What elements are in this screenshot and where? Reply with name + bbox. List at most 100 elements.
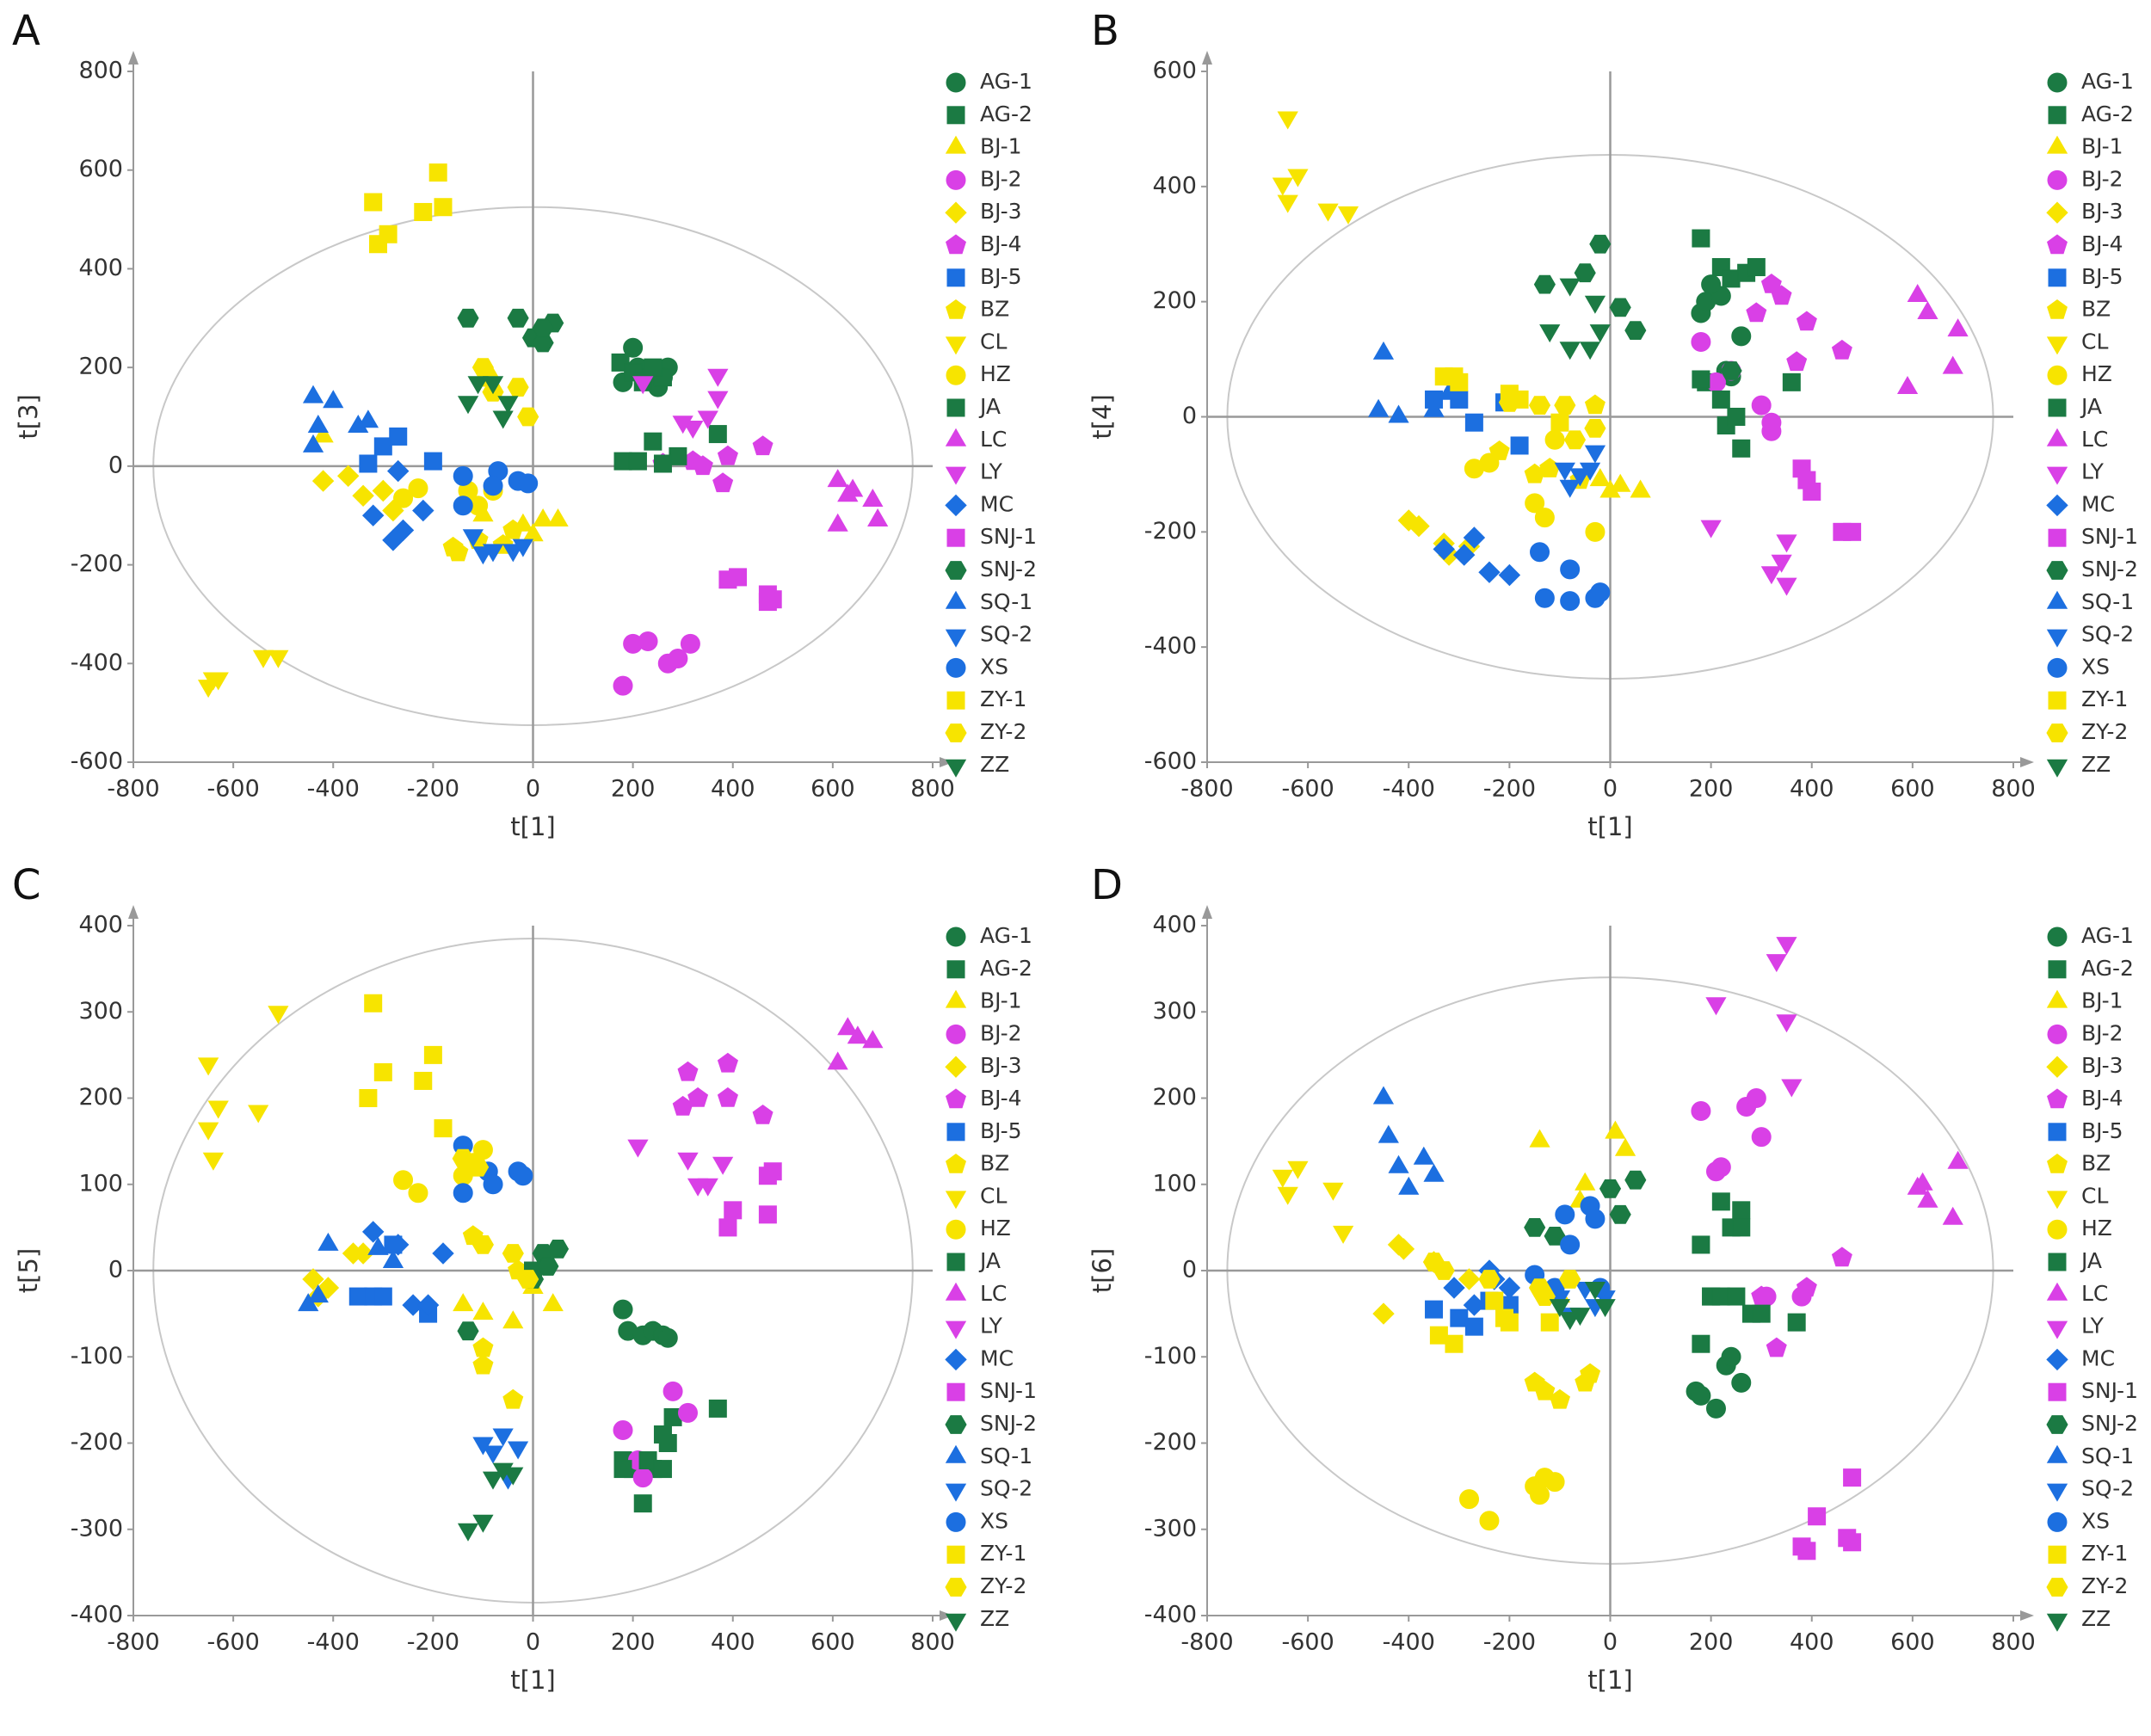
point — [462, 529, 484, 548]
legend-label: BZ — [980, 1151, 1009, 1176]
point — [668, 649, 688, 669]
point — [697, 1178, 718, 1197]
point — [373, 1287, 392, 1306]
point — [373, 1062, 392, 1081]
point — [653, 1460, 672, 1479]
point — [1498, 1277, 1521, 1299]
point — [502, 1388, 524, 1409]
point — [1368, 398, 1390, 417]
point — [1534, 508, 1555, 528]
legend-marker — [946, 657, 966, 678]
legend-marker — [945, 759, 967, 778]
point — [1425, 1300, 1444, 1319]
point — [1912, 1172, 1933, 1191]
y-axis-label: t[4] — [1088, 394, 1117, 439]
x-axis-arrow — [940, 1610, 953, 1621]
point — [359, 454, 378, 473]
point — [623, 337, 644, 358]
point — [482, 1445, 504, 1464]
point — [1766, 1337, 1787, 1357]
x-tick-label: 400 — [1790, 1629, 1834, 1656]
point — [613, 1419, 633, 1440]
y-axis-label: t[3] — [14, 394, 43, 439]
point — [1575, 1371, 1596, 1392]
point — [1776, 577, 1797, 596]
point — [447, 541, 469, 562]
point — [268, 1006, 289, 1025]
point — [1731, 326, 1752, 347]
point — [1549, 1388, 1570, 1409]
y-tick-label: -400 — [1144, 633, 1197, 660]
x-tick-label: -400 — [1383, 776, 1435, 803]
point — [1720, 361, 1742, 380]
point — [1559, 342, 1581, 360]
point — [1599, 1179, 1622, 1198]
point — [1398, 1176, 1420, 1195]
point — [197, 680, 219, 699]
point — [697, 410, 718, 429]
legend-marker — [946, 960, 965, 979]
x-axis-arrow — [2020, 757, 2034, 767]
legend-label: BJ-1 — [2081, 134, 2123, 159]
legend-marker — [2046, 1348, 2068, 1371]
legend-label: LY — [980, 1314, 1003, 1339]
y-tick-label: 200 — [78, 354, 123, 380]
x-tick-label: -200 — [407, 1629, 459, 1656]
legend-label: ZY-2 — [2081, 1573, 2128, 1598]
point — [1692, 1334, 1710, 1353]
x-tick-label: 800 — [910, 1629, 955, 1656]
point — [632, 376, 654, 395]
point — [302, 1268, 324, 1290]
legend-label: HZ — [2081, 1216, 2112, 1240]
point — [1530, 1485, 1550, 1505]
point — [1700, 520, 1722, 539]
legend-label: AG-2 — [2081, 956, 2134, 981]
point — [268, 649, 289, 668]
point — [1787, 1313, 1806, 1332]
y-tick-label: -300 — [71, 1515, 123, 1542]
y-tick-label: -200 — [1144, 518, 1197, 545]
legend-marker — [2046, 1415, 2068, 1434]
legend-label: BJ-3 — [980, 1053, 1022, 1078]
y-axis-label: t[5] — [14, 1248, 43, 1293]
point — [1584, 394, 1606, 415]
y-tick-label: 0 — [108, 452, 123, 478]
point — [1776, 937, 1797, 956]
point — [1478, 561, 1501, 583]
legend-marker — [2047, 169, 2068, 190]
point — [827, 469, 848, 488]
legend-marker — [945, 561, 967, 580]
point — [1528, 396, 1551, 415]
legend-marker — [945, 428, 967, 446]
point — [627, 1139, 649, 1158]
point — [1317, 203, 1339, 222]
legend-label: AG-1 — [2081, 923, 2134, 948]
point — [1485, 1291, 1504, 1310]
point — [1388, 404, 1409, 423]
x-tick-label: -600 — [1281, 776, 1334, 803]
legend-label: SQ-1 — [980, 1444, 1032, 1468]
point — [1942, 355, 1963, 374]
legend-label: ZZ — [980, 752, 1009, 777]
legend-marker — [946, 365, 966, 385]
legend-label: AG-2 — [980, 956, 1032, 981]
legend-label: AG-2 — [980, 102, 1032, 126]
point — [414, 1071, 433, 1090]
x-tick-label: 600 — [1890, 776, 1935, 803]
legend-marker — [2046, 629, 2068, 648]
legend-marker — [945, 201, 967, 224]
point — [1781, 1079, 1803, 1098]
point — [1464, 413, 1483, 432]
point — [1530, 542, 1550, 563]
point — [1701, 274, 1722, 295]
point — [1831, 1247, 1852, 1267]
point — [1524, 1218, 1546, 1237]
legend-marker — [946, 1253, 965, 1271]
point — [763, 1162, 782, 1181]
point — [1579, 342, 1601, 360]
legend-label: BJ-2 — [980, 166, 1022, 191]
point — [389, 427, 408, 446]
point — [1579, 462, 1601, 481]
point — [633, 1494, 652, 1513]
point — [1525, 493, 1545, 514]
